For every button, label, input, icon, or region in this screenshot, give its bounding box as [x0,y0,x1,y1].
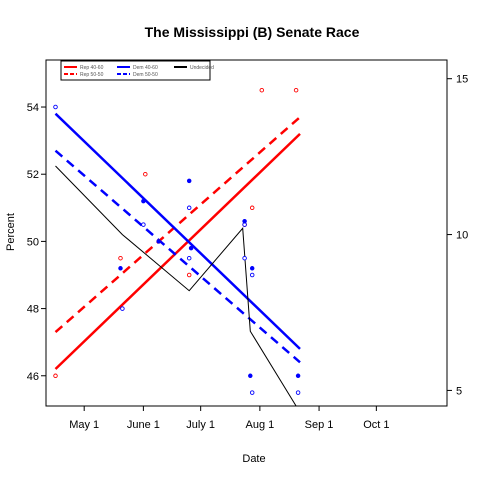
poll-point [143,171,148,177]
x-axis-label: Date [242,453,265,465]
x-tick-label: May 1 [69,419,99,431]
poll-point [295,390,301,395]
poll-point [186,255,192,261]
y2-tick-label: 10 [456,230,468,242]
poll-point [249,266,255,271]
y-axis-label: Percent [5,213,17,251]
y2-tick-label: 5 [456,385,462,397]
y-tick-label: 48 [27,304,39,316]
poll-point [249,205,255,211]
poll-point [242,255,247,261]
poll-point [259,87,265,93]
series-layer [54,112,301,406]
series-line-dem-50-50 [54,149,301,364]
x-axis: May 1 June 1 July 1 Aug 1 Sep 1 Oct 1 [69,406,389,431]
poll-point [118,266,123,271]
series-line-dem-40-60 [54,112,301,350]
legend-label: Dem 40-60 [133,65,158,71]
plot-frame [45,59,448,407]
y-tick-label: 46 [27,371,39,383]
poll-point [118,255,123,261]
y-tick-label: 50 [27,236,39,248]
y2-tick-label: 15 [456,74,468,86]
series-line-rep-50-50 [54,116,301,334]
series-line-undecided [55,165,297,406]
poll-point [186,205,192,211]
legend-label: Undecided [190,65,214,71]
poll-point [248,373,253,379]
poll-point [120,306,125,311]
poll-point [249,390,255,395]
legend-label: Rep 40-60 [80,65,104,71]
poll-point [53,104,58,110]
legend-label: Rep 50-50 [80,72,104,78]
poll-point [293,87,299,93]
legend-label: Dem 50-50 [133,72,158,78]
series-line-rep-40-60 [54,132,301,370]
poll-point [242,218,247,224]
poll-point [141,222,146,227]
poll-point [186,178,192,184]
poll-point [249,272,255,278]
chart-title: The Mississippi (B) Senate Race [145,24,360,40]
points-layer [53,87,301,395]
poll-point [156,239,161,244]
poll-point [141,198,146,204]
poll-point [53,373,58,379]
legend-box [60,60,211,81]
plot-border [45,59,448,407]
x-tick-label: Aug 1 [245,419,274,431]
x-tick-label: July 1 [186,419,215,431]
y-axis-left: 46 48 50 52 54 [27,102,46,383]
y-tick-label: 54 [27,102,39,114]
poll-point [188,245,194,251]
y-axis-right: 5 10 15 [447,74,468,397]
y-tick-label: 52 [27,169,39,181]
x-tick-label: Sep 1 [305,419,334,431]
x-tick-label: Oct 1 [363,419,389,431]
poll-point [295,373,301,379]
x-tick-label: June 1 [127,419,160,431]
poll-point [186,272,192,278]
